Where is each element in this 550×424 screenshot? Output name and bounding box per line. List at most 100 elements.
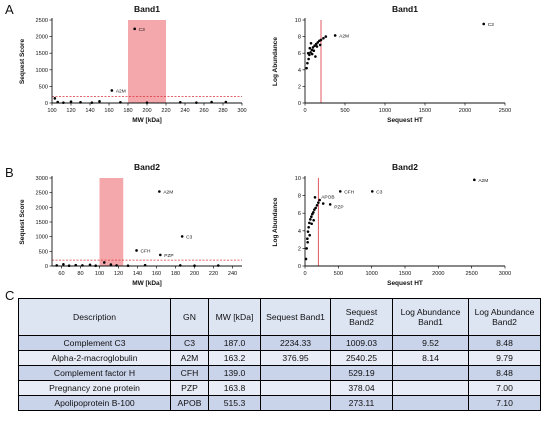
- y-tick-label: 2: [298, 84, 301, 90]
- data-point: [210, 100, 213, 104]
- y-tick-label: 500: [39, 249, 48, 255]
- data-point: [74, 263, 78, 267]
- data-point: [313, 44, 316, 48]
- data-point: [62, 262, 65, 266]
- header-mw: MW [kDa]: [208, 298, 261, 336]
- table-cell: 8.48: [468, 335, 541, 351]
- table-cell: 163.8: [208, 380, 261, 396]
- x-tick-label: 160: [152, 271, 161, 277]
- data-point: [322, 36, 325, 40]
- table-cell: Alpha-2-macroglobulin: [18, 350, 171, 366]
- table-cell: 8.48: [468, 365, 541, 381]
- data-point: [81, 264, 84, 267]
- x-tick-label: 220: [209, 271, 218, 277]
- data-point: [328, 203, 332, 206]
- table-cell: [392, 395, 469, 411]
- chart-title: Band1: [134, 4, 160, 14]
- data-point: [178, 264, 182, 267]
- x-axis-label: Sequest HT: [387, 280, 423, 287]
- y-tick-label: 1500: [36, 220, 48, 226]
- data-point: [309, 218, 312, 221]
- x-tick-label: 2000: [432, 271, 444, 277]
- y-tick-label: 1500: [36, 51, 48, 57]
- x-tick-label: 120: [66, 108, 75, 114]
- table-cell: [260, 380, 331, 396]
- x-tick-label: 500: [340, 108, 349, 114]
- data-point: [304, 257, 308, 261]
- point-annotation: PZP: [164, 253, 173, 259]
- point-annotation: A2M: [163, 189, 173, 195]
- x-tick-label: 1000: [365, 271, 377, 277]
- data-point: [145, 101, 149, 104]
- x-tick-label: 80: [77, 271, 83, 277]
- band2-mw-scatter-chart: 60 80 100 120 140 160 180 200 220 240 0 500 1000 1500…: [19, 162, 242, 287]
- data-point: [67, 264, 71, 268]
- table-cell: 2540.25: [330, 350, 393, 366]
- data-point: [158, 190, 161, 193]
- x-tick-label: 1500: [419, 108, 431, 114]
- table-cell: 273.11: [330, 395, 393, 411]
- chart-title: Band2: [134, 162, 160, 172]
- table-cell: 7.10: [468, 395, 541, 411]
- y-tick-label: 2500: [36, 191, 48, 197]
- data-point: [79, 101, 82, 104]
- x-tick-label: 500: [334, 271, 343, 277]
- data-point: [115, 264, 118, 267]
- y-tick-label: 2000: [36, 205, 48, 211]
- band1-abundance-scatter-chart: 0 500 1000 1500 2000 2500 0 2 4 6 8 10 Band1 Sequest …: [272, 4, 511, 124]
- header-sequest-band1: Sequest Band1: [260, 298, 331, 336]
- x-tick-label: 140: [85, 108, 94, 114]
- data-point: [324, 35, 328, 38]
- table-cell: 139.0: [208, 365, 261, 381]
- y-tick-label: 0: [298, 101, 301, 107]
- data-point: [309, 51, 312, 54]
- point-annotation: A2M: [478, 178, 488, 184]
- table-cell: APOB: [170, 395, 209, 411]
- header-log-abundance-band2: Log Abundance Band2: [468, 298, 541, 336]
- data-point: [305, 66, 308, 70]
- data-point: [310, 52, 314, 56]
- data-point: [53, 97, 57, 100]
- y-tick-label: 0: [45, 264, 48, 270]
- table-row: Complement factor H CFH 139.0 529.19 8.4…: [18, 365, 541, 381]
- x-tick-label: 200: [190, 271, 199, 277]
- point-annotation: A2M: [116, 88, 126, 94]
- data-point: [307, 225, 310, 229]
- data-point: [180, 235, 184, 238]
- table-cell: 8.14: [392, 350, 469, 366]
- data-point: [473, 178, 476, 182]
- data-point: [56, 100, 59, 104]
- x-tick-label: 60: [58, 271, 64, 277]
- table-cell: 1009.03: [330, 335, 393, 351]
- data-point: [90, 101, 94, 104]
- data-point: [178, 101, 182, 104]
- point-annotation: C3: [186, 234, 192, 240]
- band1-mw-scatter-chart: 100 120 140 160 180 200 220 240 260 280 300 0 500 100…: [19, 4, 247, 124]
- data-point: [193, 264, 196, 268]
- table-row: Apolipoprotein B-100 APOB 515.3 273.11 7…: [18, 395, 541, 411]
- point-annotation: C3: [139, 27, 145, 33]
- table-row: Alpha-2-macroglobulin A2M 163.2 376.95 2…: [18, 350, 541, 366]
- x-axis-label: MW [kDa]: [132, 117, 162, 124]
- y-axis-label: Sequest Score: [19, 39, 26, 85]
- y-tick-label: 0: [298, 264, 301, 270]
- y-tick-label: 8: [298, 194, 301, 200]
- data-point: [310, 222, 313, 226]
- table-row: Pregnancy zone protein PZP 163.8 378.04 …: [18, 380, 541, 396]
- data-point: [306, 230, 310, 233]
- x-tick-label: 100: [95, 271, 104, 277]
- point-annotation: C3: [488, 22, 494, 28]
- data-point: [313, 196, 317, 199]
- y-tick-label: 10: [295, 176, 301, 182]
- data-point: [133, 27, 136, 31]
- table-cell: A2M: [170, 350, 209, 366]
- table-cell: 9.52: [392, 335, 469, 351]
- header-log-abundance-band1: Log Abundance Band1: [392, 298, 469, 336]
- header-gn: GN: [170, 298, 209, 336]
- panel-label-a: A: [5, 2, 14, 17]
- data-point: [88, 263, 92, 267]
- data-point: [126, 264, 130, 268]
- table-cell: Pregnancy zone protein: [18, 380, 171, 396]
- data-point: [102, 261, 106, 264]
- band2-abundance-scatter-chart: 0 500 1000 1500 2000 2500 3000 0 2 4 6 8 10 Band2 Sequ…: [272, 162, 511, 287]
